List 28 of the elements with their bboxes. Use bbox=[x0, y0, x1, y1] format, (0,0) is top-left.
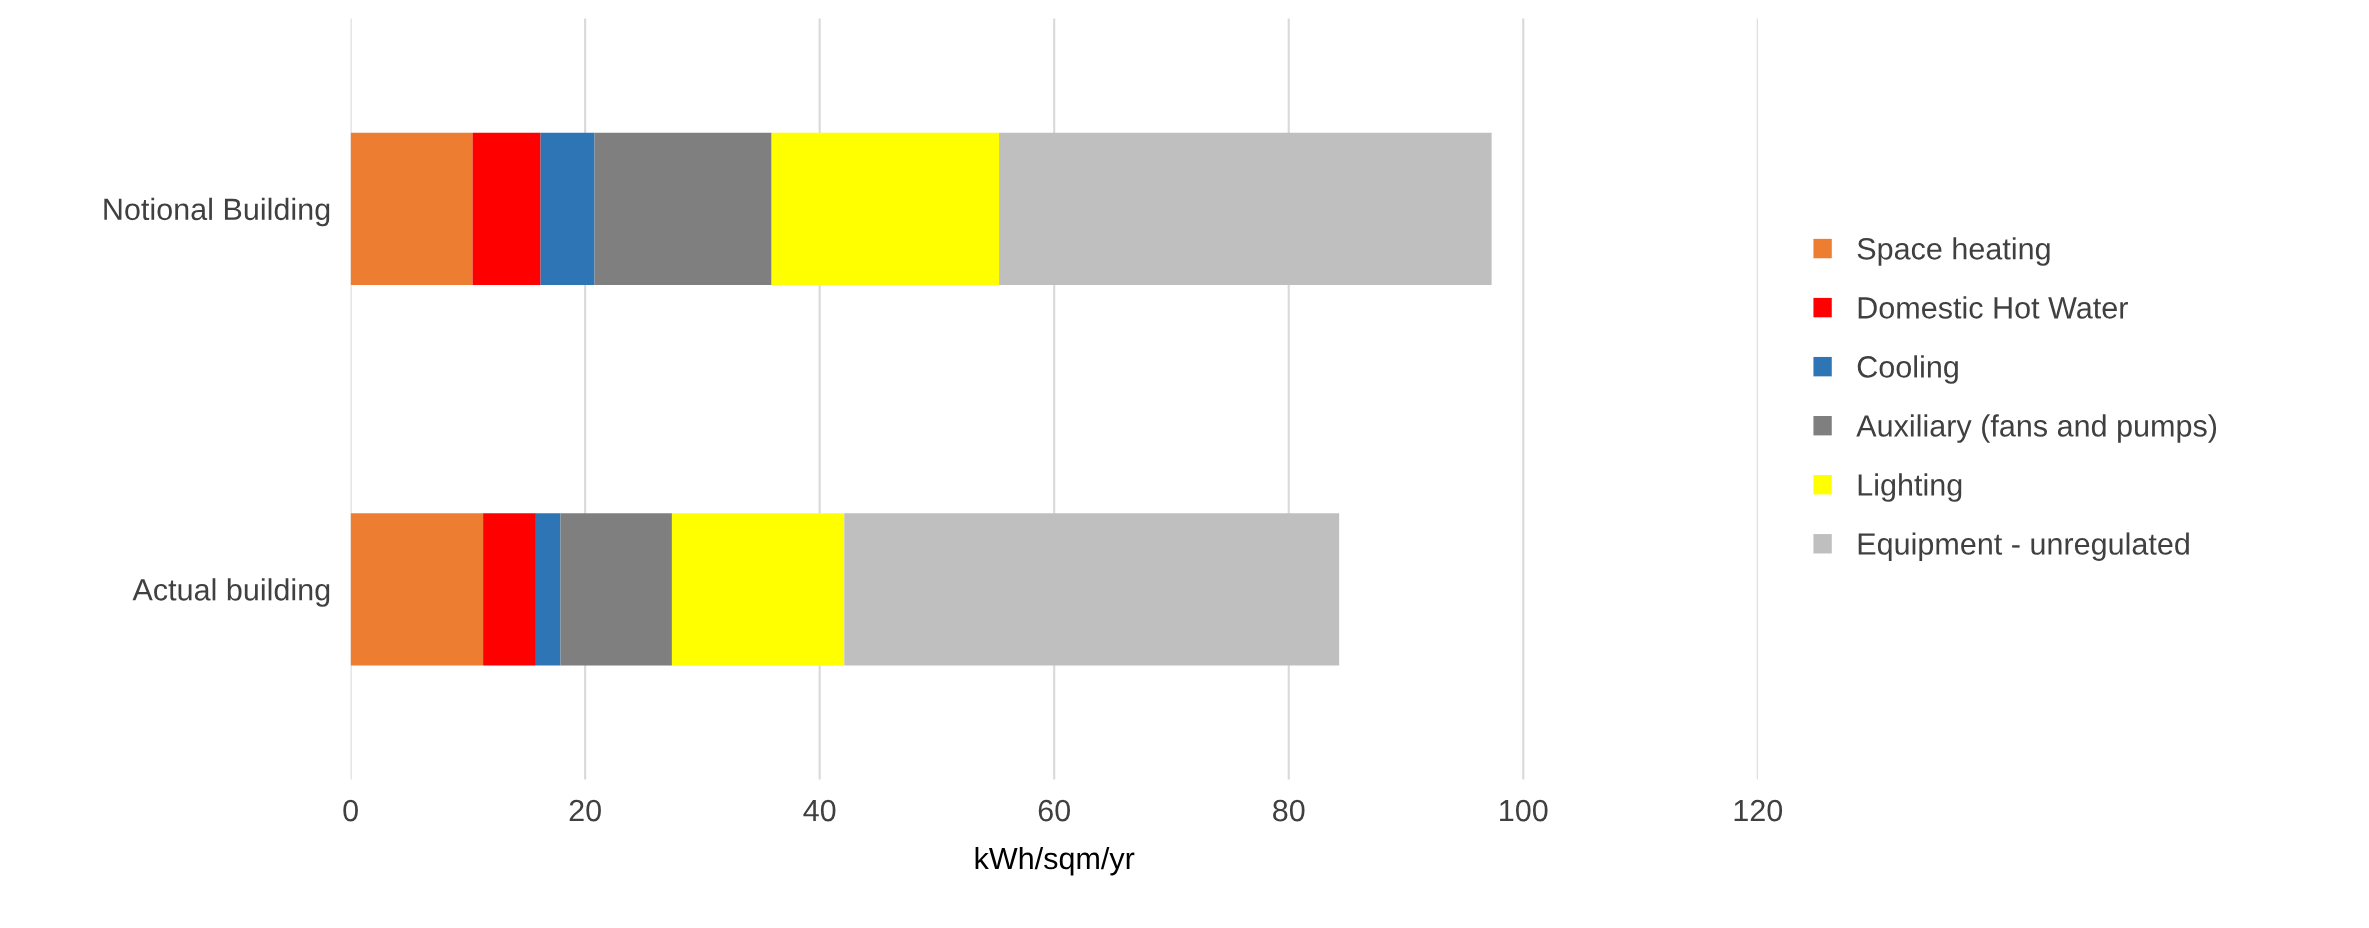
bar bbox=[483, 513, 536, 666]
bar bbox=[560, 513, 672, 666]
legend-label: Lighting bbox=[1858, 473, 1962, 502]
bar bbox=[771, 132, 1000, 285]
y-tick-label: Actual building bbox=[132, 578, 330, 607]
x-tick-label: 120 bbox=[1734, 799, 1783, 822]
bar bbox=[472, 132, 541, 285]
x-tick-label: 0 bbox=[343, 799, 358, 822]
bar bbox=[594, 132, 772, 285]
bar bbox=[350, 132, 473, 285]
x-axis-title: kWh/sqm/yr bbox=[975, 846, 1135, 876]
bar bbox=[535, 513, 561, 666]
x-tick-label: 80 bbox=[1273, 799, 1305, 822]
bar bbox=[671, 513, 845, 666]
legend-label: Equipment - unregulated bbox=[1858, 532, 2189, 561]
x-tick-label: 100 bbox=[1500, 799, 1548, 822]
x-tick-label: 40 bbox=[803, 799, 836, 822]
legend-label: Auxiliary (fans and pumps) bbox=[1856, 414, 2217, 443]
bar bbox=[540, 132, 595, 285]
bar bbox=[844, 513, 1340, 666]
x-tick-label: 60 bbox=[1038, 799, 1070, 822]
legend-label: Space heating bbox=[1857, 237, 2050, 266]
x-tick-label: 20 bbox=[569, 799, 601, 822]
legend-label: Cooling bbox=[1857, 355, 1958, 384]
legend-label: Domestic Hot Water bbox=[1858, 296, 2128, 319]
bar bbox=[999, 132, 1492, 285]
bar bbox=[350, 513, 484, 666]
y-tick-label: Notional Building bbox=[104, 197, 330, 227]
